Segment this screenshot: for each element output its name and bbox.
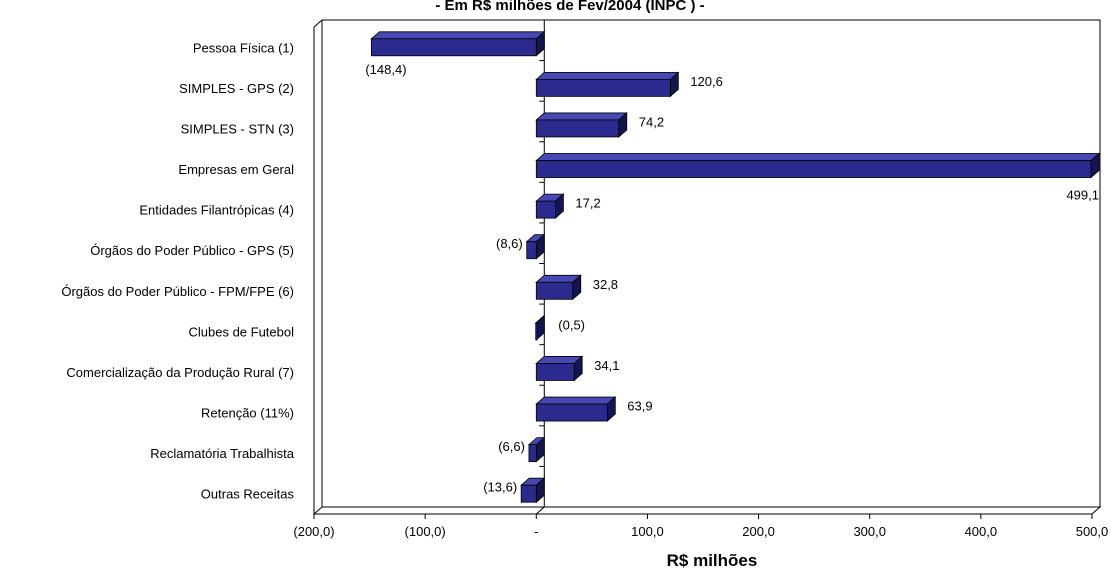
data-label: 120,6	[690, 74, 723, 89]
bar-front-face	[535, 281, 574, 300]
data-label: 499,1	[1066, 188, 1099, 203]
data-label: 34,1	[594, 358, 619, 373]
plot-frame	[312, 19, 1102, 515]
data-label: 74,2	[639, 114, 664, 129]
bar-front-face	[535, 78, 671, 97]
data-label: (8,6)	[496, 236, 523, 251]
category-label: Outras Receitas	[201, 487, 295, 502]
left-wall-top-edge	[313, 19, 323, 28]
category-label: Comercialização da Produção Rural (7)	[66, 365, 294, 380]
bar	[535, 112, 628, 138]
bar-top-face	[535, 153, 1101, 161]
zero-axis-floor-line	[535, 506, 545, 515]
bar	[535, 71, 680, 98]
category-label: Órgãos do Poder Público - GPS (5)	[90, 243, 294, 258]
x-tick-label: 200,0	[742, 524, 775, 539]
bar-top-face	[535, 112, 628, 121]
x-tick-label: (200,0)	[293, 524, 334, 539]
bar	[535, 355, 584, 382]
category-label: Reclamatória Trabalhista	[150, 446, 295, 461]
bar-front-face	[535, 403, 608, 422]
bar-top-face	[535, 71, 680, 80]
x-tick-label: 300,0	[853, 524, 886, 539]
data-label: (6,6)	[498, 439, 525, 454]
bar	[535, 152, 1101, 179]
back-wall-outline	[321, 19, 1101, 507]
bar	[535, 274, 582, 301]
bar-top-face	[535, 396, 617, 405]
x-tick-label: -	[534, 524, 538, 539]
bar	[527, 436, 546, 463]
category-label: Entidades Filantrópicas (4)	[139, 203, 294, 218]
floor-outline	[312, 506, 1102, 515]
x-axis-title: R$ milhões	[667, 551, 758, 570]
bar-front-face	[526, 241, 537, 260]
bar-front-face	[535, 119, 620, 138]
bar-front-face	[535, 322, 538, 341]
category-label: SIMPLES - STN (3)	[181, 121, 294, 136]
bar	[370, 30, 546, 57]
x-tick-label: (100,0)	[405, 524, 446, 539]
category-label: Retenção (11%)	[201, 406, 294, 421]
bar	[535, 193, 565, 220]
bar-front-face	[535, 363, 575, 381]
bar-front-face	[520, 484, 537, 503]
x-tick-label: 400,0	[965, 524, 998, 539]
bars	[370, 30, 1101, 504]
data-label: 63,9	[627, 399, 652, 414]
data-labels: (148,4) 120,6 74,2 499,1 17,2 (8,6) 32,8 (0,5) 3…	[365, 62, 1099, 495]
bar	[525, 233, 546, 260]
axes: (200,0) (100,0) - 100,0 200,0 300,0 400,0 500,0…	[61, 19, 1109, 539]
data-label: 17,2	[575, 196, 600, 211]
bar	[534, 314, 546, 341]
bar	[535, 396, 617, 422]
bar-front-face	[528, 444, 537, 463]
data-label: (0,5)	[558, 317, 585, 332]
category-label: Pessoa Física (1)	[193, 40, 294, 55]
bar-front-face	[535, 160, 1092, 178]
bar-top-face	[370, 31, 546, 40]
x-tick-label: 100,0	[631, 524, 664, 539]
category-label: Clubes de Futebol	[188, 324, 294, 339]
data-label: 32,8	[593, 277, 618, 292]
category-label: SIMPLES - GPS (2)	[179, 81, 294, 96]
category-label: Órgãos do Poder Público - FPM/FPE (6)	[61, 284, 294, 299]
bar-front-face	[535, 200, 556, 219]
x-tick-label: 500,0	[1076, 524, 1109, 539]
data-label: (148,4)	[365, 62, 406, 77]
category-label: Empresas em Geral	[178, 162, 294, 177]
chart-title: - Em R$ milhões de Fev/2004 (INPC ) -	[435, 0, 704, 14]
bar-front-face	[370, 38, 537, 57]
bar	[520, 477, 546, 504]
data-label: (13,6)	[483, 480, 517, 495]
